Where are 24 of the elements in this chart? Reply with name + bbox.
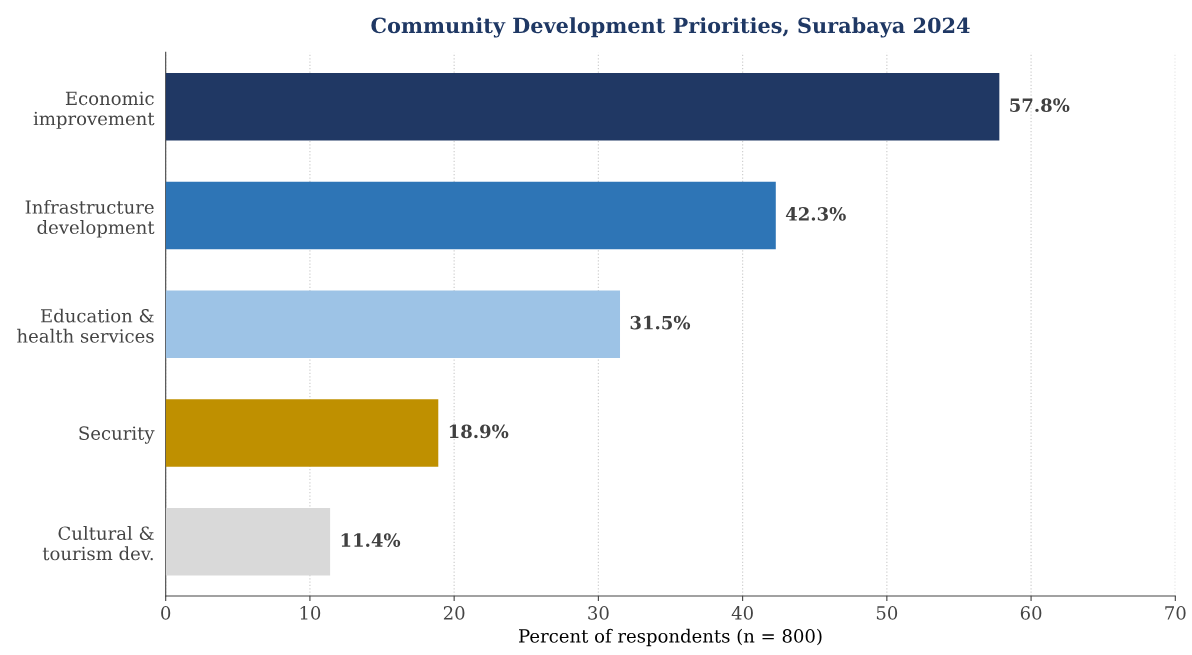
x-tick-label: 20 — [443, 606, 465, 620]
data-label: 57.8% — [1010, 98, 1070, 112]
chart-title: Community Development Priorities, Surabaya 2024 — [371, 17, 970, 38]
y-tick-label: Infrastructure development — [25, 199, 155, 238]
data-label: 11.4% — [341, 533, 401, 547]
y-tick-label: Economic improvement — [33, 91, 155, 129]
x-tick-label: 50 — [876, 606, 898, 620]
y-tick-label: Education & health services — [17, 308, 154, 343]
x-tick-label: 30 — [588, 606, 609, 620]
x-tick-label: 0 — [161, 606, 171, 620]
data-label: 42.3% — [785, 207, 846, 221]
bar — [165, 290, 621, 358]
x-tick-label: 40 — [731, 606, 753, 620]
data-label: 31.5% — [630, 315, 691, 330]
x-tick-label: 10 — [300, 606, 321, 620]
y-tick-label: Cultural & tourism dev. — [42, 526, 154, 561]
bar — [165, 73, 1000, 141]
data-label: 18.9% — [449, 424, 509, 439]
x-tick-label: 60 — [1020, 606, 1042, 620]
y-tick-label: Security — [79, 426, 155, 444]
bar — [165, 399, 439, 467]
x-tick-label: 70 — [1165, 606, 1186, 620]
x-axis-title: Percent of respondents (n = 800) — [519, 628, 822, 647]
bar — [165, 181, 776, 250]
